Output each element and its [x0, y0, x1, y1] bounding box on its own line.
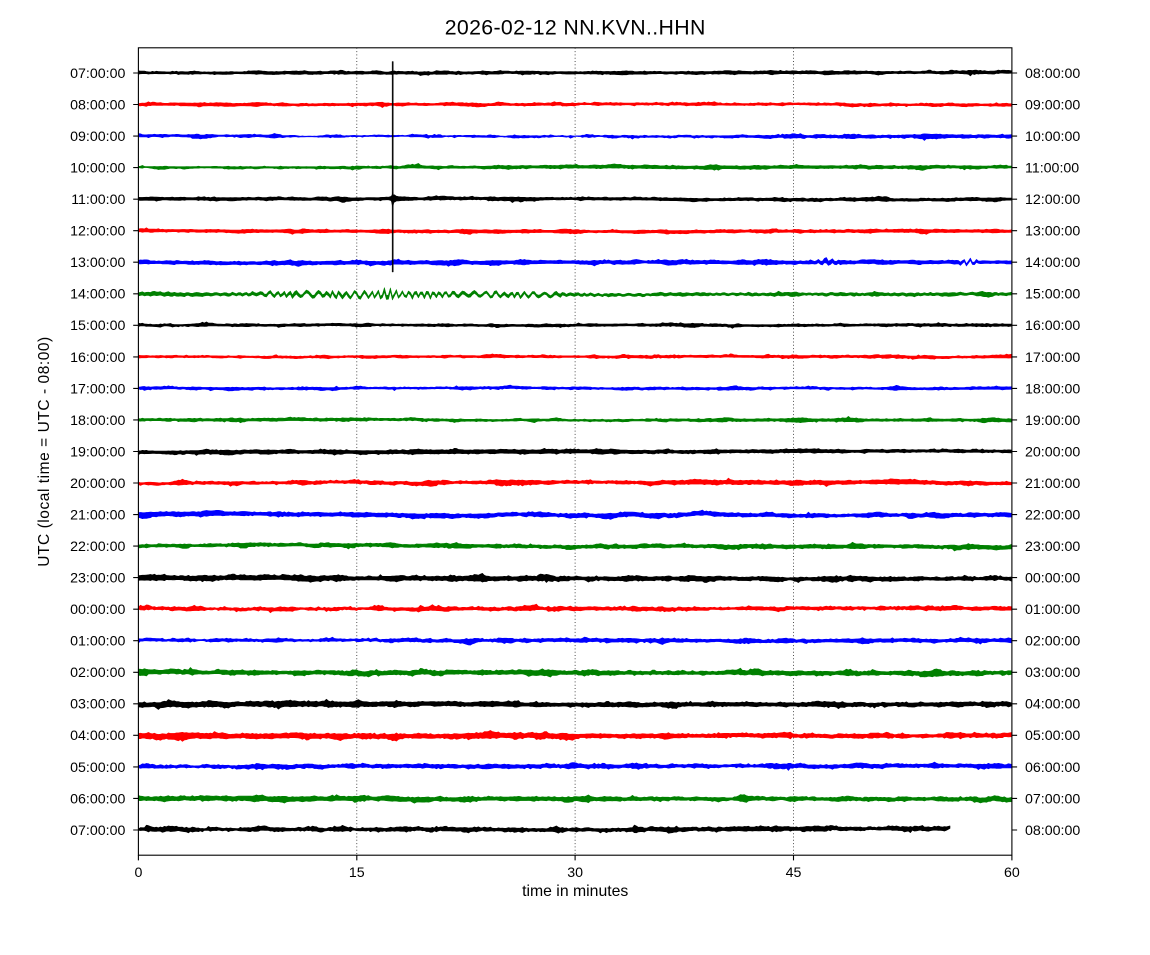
svg-text:23:00:00: 23:00:00	[70, 571, 125, 587]
svg-text:12:00:00: 12:00:00	[70, 224, 125, 240]
svg-text:00:00:00: 00:00:00	[1025, 571, 1080, 587]
svg-text:07:00:00: 07:00:00	[70, 823, 125, 839]
svg-text:15: 15	[349, 865, 365, 881]
svg-text:20:00:00: 20:00:00	[1025, 444, 1080, 460]
svg-text:11:00:00: 11:00:00	[71, 192, 125, 208]
svg-text:0: 0	[134, 865, 142, 881]
svg-text:11:00:00: 11:00:00	[1025, 161, 1079, 177]
svg-text:18:00:00: 18:00:00	[70, 413, 125, 429]
svg-text:2026-02-12 NN.KVN..HHN: 2026-02-12 NN.KVN..HHN	[445, 15, 706, 39]
svg-text:03:00:00: 03:00:00	[70, 697, 125, 713]
svg-text:19:00:00: 19:00:00	[70, 444, 125, 460]
svg-text:15:00:00: 15:00:00	[1025, 287, 1080, 303]
svg-text:10:00:00: 10:00:00	[70, 161, 125, 177]
svg-text:04:00:00: 04:00:00	[1025, 697, 1080, 713]
svg-text:07:00:00: 07:00:00	[70, 66, 125, 82]
svg-text:16:00:00: 16:00:00	[70, 350, 125, 366]
svg-text:08:00:00: 08:00:00	[70, 97, 125, 113]
svg-text:05:00:00: 05:00:00	[70, 760, 125, 776]
svg-text:21:00:00: 21:00:00	[70, 508, 125, 524]
svg-text:13:00:00: 13:00:00	[70, 255, 125, 271]
svg-text:10:00:00: 10:00:00	[1025, 129, 1080, 145]
svg-text:20:00:00: 20:00:00	[70, 476, 125, 492]
svg-text:14:00:00: 14:00:00	[70, 287, 125, 303]
svg-text:09:00:00: 09:00:00	[1025, 97, 1080, 113]
svg-text:02:00:00: 02:00:00	[70, 665, 125, 681]
svg-text:16:00:00: 16:00:00	[1025, 318, 1080, 334]
svg-text:06:00:00: 06:00:00	[70, 791, 125, 807]
svg-text:23:00:00: 23:00:00	[1025, 539, 1080, 555]
svg-text:09:00:00: 09:00:00	[70, 129, 125, 145]
svg-text:19:00:00: 19:00:00	[1025, 413, 1080, 429]
svg-text:UTC (local time = UTC - 08:00): UTC (local time = UTC - 08:00)	[36, 336, 53, 567]
svg-text:30: 30	[567, 865, 583, 881]
svg-text:time in minutes: time in minutes	[522, 883, 628, 900]
svg-text:00:00:00: 00:00:00	[70, 602, 125, 618]
svg-text:03:00:00: 03:00:00	[1025, 665, 1080, 681]
svg-text:02:00:00: 02:00:00	[1025, 634, 1080, 650]
svg-text:12:00:00: 12:00:00	[1025, 192, 1080, 208]
svg-text:17:00:00: 17:00:00	[1025, 350, 1080, 366]
svg-text:06:00:00: 06:00:00	[1025, 760, 1080, 776]
svg-text:08:00:00: 08:00:00	[1025, 66, 1080, 82]
svg-text:45: 45	[786, 865, 802, 881]
svg-text:08:00:00: 08:00:00	[1025, 823, 1080, 839]
svg-text:60: 60	[1004, 865, 1020, 881]
svg-text:15:00:00: 15:00:00	[70, 318, 125, 334]
svg-text:04:00:00: 04:00:00	[70, 728, 125, 744]
svg-text:21:00:00: 21:00:00	[1025, 476, 1080, 492]
svg-text:07:00:00: 07:00:00	[1025, 791, 1080, 807]
svg-text:14:00:00: 14:00:00	[1025, 255, 1080, 271]
svg-text:18:00:00: 18:00:00	[1025, 381, 1080, 397]
svg-text:17:00:00: 17:00:00	[70, 381, 125, 397]
svg-text:05:00:00: 05:00:00	[1025, 728, 1080, 744]
svg-text:01:00:00: 01:00:00	[70, 634, 125, 650]
svg-text:22:00:00: 22:00:00	[70, 539, 125, 555]
svg-text:13:00:00: 13:00:00	[1025, 224, 1080, 240]
svg-text:22:00:00: 22:00:00	[1025, 508, 1080, 524]
svg-text:01:00:00: 01:00:00	[1025, 602, 1080, 618]
